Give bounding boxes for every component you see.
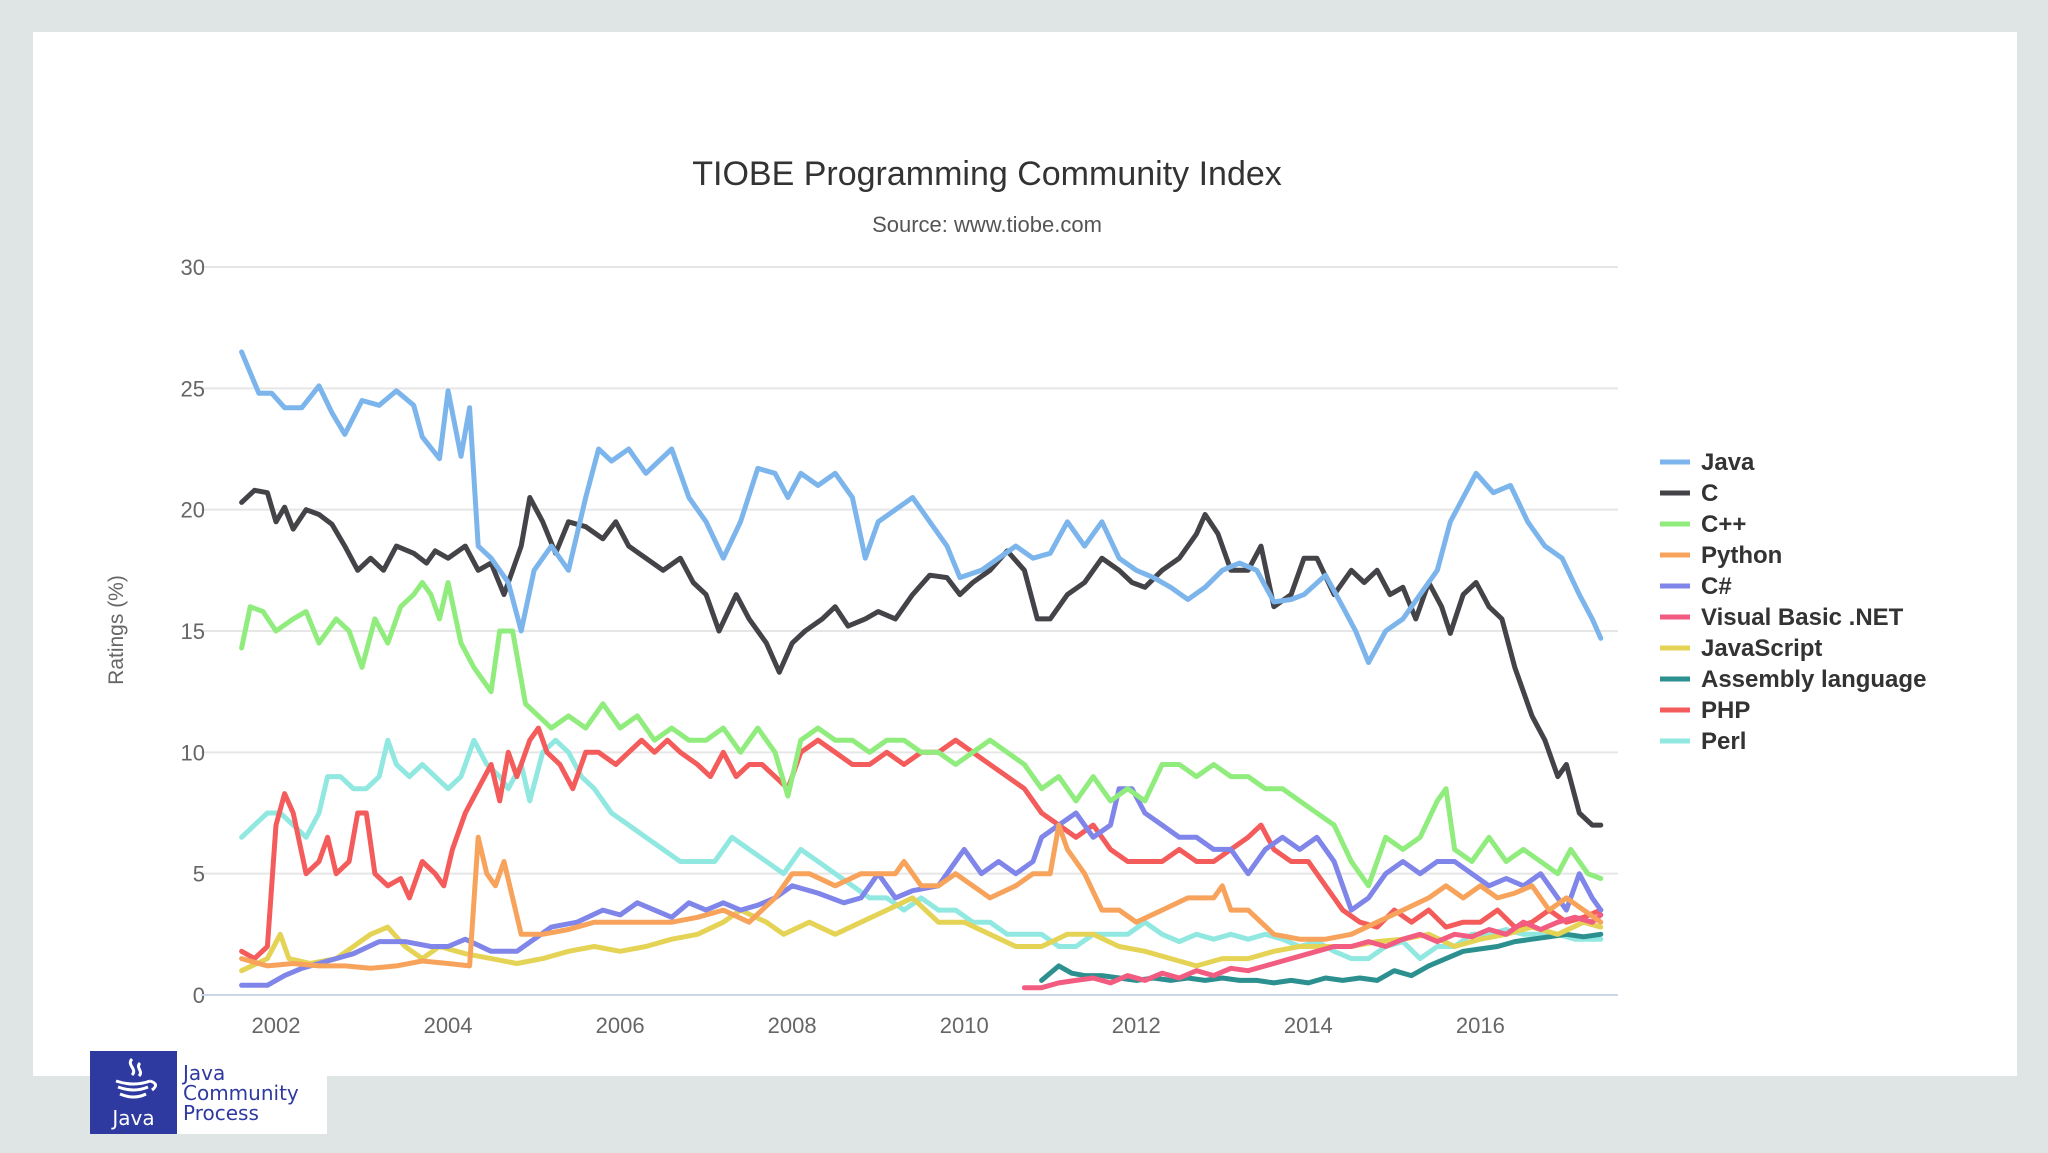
legend-label: Visual Basic .NET (1701, 604, 1904, 631)
legend-item[interactable]: C (1660, 480, 1718, 507)
x-tick-label: 2002 (252, 1013, 301, 1038)
x-tick-label: 2006 (596, 1013, 645, 1038)
legend-item[interactable]: C++ (1660, 511, 1746, 538)
java-logo-mark: Java (90, 1051, 177, 1134)
x-tick-label: 2008 (768, 1013, 817, 1038)
y-axis-ticks: 0 5 10 15 20 25 30 (181, 255, 205, 1008)
series-line-c[interactable] (239, 487, 1604, 828)
tiobe-chart: TIOBE Programming Community Index Source… (105, 155, 1926, 1038)
legend-label: PHP (1701, 697, 1750, 724)
series-line-java[interactable] (239, 349, 1604, 665)
y-tick-label: 25 (181, 376, 205, 401)
series-line-c-[interactable] (239, 786, 1604, 988)
y-tick-label: 0 (193, 983, 205, 1008)
y-tick-label: 10 (181, 740, 205, 765)
legend: Java C C++ Python C# Visual Basic .NET JavaScr… (1660, 449, 1926, 755)
grid-lines (201, 266, 1618, 875)
legend-label: C (1701, 480, 1718, 507)
y-tick-label: 30 (181, 255, 205, 280)
series-line-assembly-language[interactable] (1039, 931, 1604, 986)
logo-line-3: Process (183, 1100, 259, 1125)
y-tick-label: 15 (181, 619, 205, 644)
legend-item[interactable]: PHP (1660, 697, 1750, 724)
legend-label: Python (1701, 542, 1782, 569)
legend-label: JavaScript (1701, 635, 1822, 662)
series-lines (239, 349, 1604, 991)
java-cup-icon (115, 1057, 157, 1099)
legend-label: C# (1701, 573, 1732, 600)
logo-line-2: Community (183, 1080, 299, 1105)
x-tick-label: 2010 (940, 1013, 989, 1038)
x-tick-label: 2016 (1456, 1013, 1505, 1038)
legend-item[interactable]: Visual Basic .NET (1660, 604, 1904, 631)
legend-item[interactable]: Assembly language (1660, 666, 1926, 693)
slide-card: TIOBE Programming Community Index Source… (33, 32, 2017, 1076)
legend-label: Perl (1701, 728, 1746, 755)
legend-item[interactable]: Python (1660, 542, 1782, 569)
legend-label: Java (1701, 449, 1755, 476)
series-line-visual-basic-net[interactable] (1021, 912, 1604, 991)
legend-label: Assembly language (1701, 666, 1926, 693)
series-line-python[interactable] (239, 822, 1604, 971)
jcp-logo: Java Java Community Process (90, 1051, 327, 1134)
jcp-logo-text: Java Community Process (177, 1051, 299, 1134)
series-line-javascript[interactable] (239, 895, 1604, 974)
java-mark-text: Java (112, 1106, 155, 1130)
logo-line-1: Java (183, 1060, 226, 1085)
chart-subtitle: Source: www.tiobe.com (872, 212, 1102, 237)
x-axis-ticks: 2002 2004 2006 2008 2010 2012 2014 2016 (252, 1013, 1505, 1038)
y-axis-title: Ratings (%) (105, 575, 128, 685)
y-tick-label: 20 (181, 498, 205, 523)
legend-item[interactable]: Perl (1660, 728, 1746, 755)
x-tick-label: 2004 (424, 1013, 473, 1038)
x-tick-label: 2014 (1284, 1013, 1333, 1038)
legend-label: C++ (1701, 511, 1746, 538)
y-tick-label: 5 (193, 862, 205, 887)
series-line-perl[interactable] (239, 737, 1604, 962)
x-tick-label: 2012 (1112, 1013, 1161, 1038)
legend-item[interactable]: Java (1660, 449, 1755, 476)
series-line-c-[interactable] (239, 580, 1604, 889)
legend-item[interactable]: JavaScript (1660, 635, 1822, 662)
chart-title: TIOBE Programming Community Index (692, 155, 1282, 193)
legend-item[interactable]: C# (1660, 573, 1732, 600)
